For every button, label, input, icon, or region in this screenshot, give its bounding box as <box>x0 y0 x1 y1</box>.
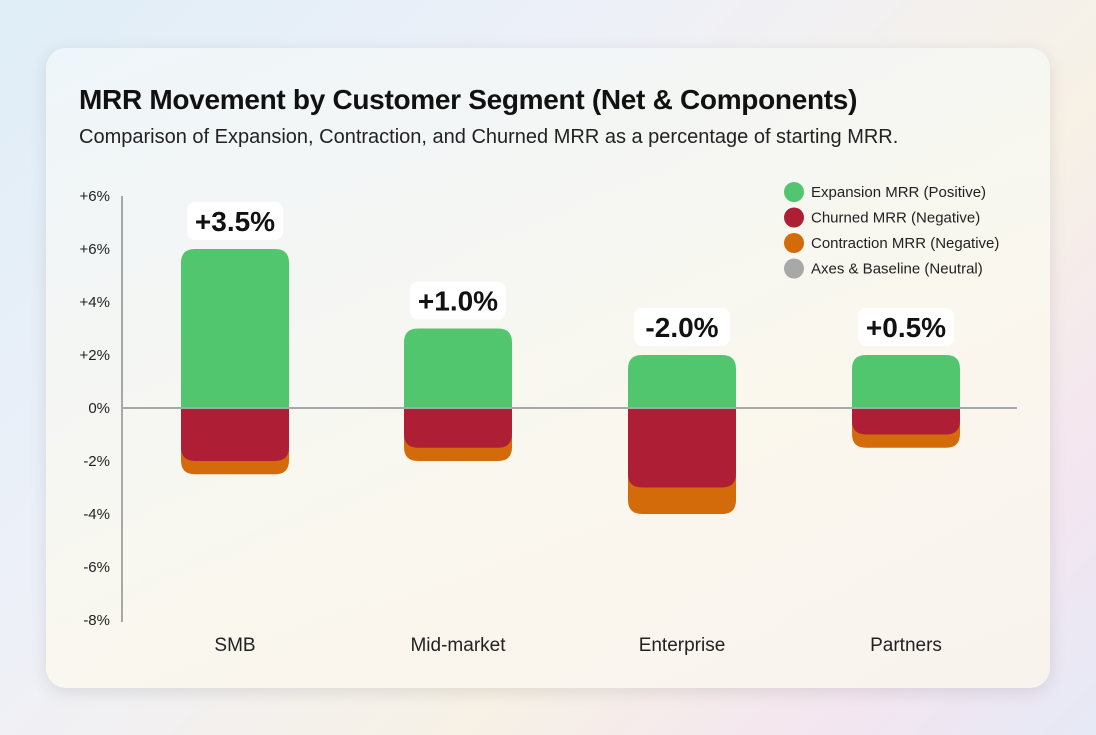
net-label: +3.5% <box>195 206 275 237</box>
category-label: Mid-market <box>410 635 506 656</box>
bar-expansion <box>404 328 512 408</box>
bar-churned <box>852 408 960 435</box>
y-tick-label: -2% <box>83 453 110 470</box>
legend-swatch <box>784 182 804 202</box>
y-tick-label: +4% <box>80 294 110 311</box>
legend-swatch <box>784 233 804 253</box>
net-label: -2.0% <box>645 312 718 343</box>
category-label: Enterprise <box>639 635 726 656</box>
chart-title: MRR Movement by Customer Segment (Net & … <box>79 84 858 115</box>
y-tick-label: +6% <box>80 188 110 205</box>
net-label: +0.5% <box>866 312 946 343</box>
legend-item: Expansion MRR (Positive) <box>811 184 986 201</box>
category-label: Partners <box>870 635 942 656</box>
y-tick-label: -4% <box>83 506 110 523</box>
net-label-background <box>634 308 730 346</box>
net-label-background <box>410 281 506 320</box>
bar-expansion <box>181 249 289 408</box>
net-label-background <box>858 308 954 346</box>
category-label: SMB <box>214 635 255 656</box>
y-tick-label: -6% <box>83 559 110 576</box>
bar-churned <box>181 408 289 461</box>
bar-churned <box>404 408 512 448</box>
bar-expansion <box>628 355 736 408</box>
y-tick-label: 0% <box>88 400 110 417</box>
legend-item: Churned MRR (Negative) <box>811 210 980 227</box>
y-tick-label: +2% <box>80 347 110 364</box>
net-label: +1.0% <box>418 286 498 317</box>
bar-churned <box>628 408 736 488</box>
legend-item: Contraction MRR (Negative) <box>811 235 999 252</box>
legend-swatch <box>784 258 804 279</box>
y-tick-label: +6% <box>80 241 110 258</box>
net-label-background <box>187 202 283 240</box>
y-tick-label: -8% <box>83 612 110 629</box>
legend-swatch <box>784 207 804 228</box>
chart-subtitle: Comparison of Expansion, Contraction, an… <box>79 126 899 148</box>
legend-item: Axes & Baseline (Neutral) <box>811 261 983 278</box>
bar-expansion <box>852 355 960 408</box>
